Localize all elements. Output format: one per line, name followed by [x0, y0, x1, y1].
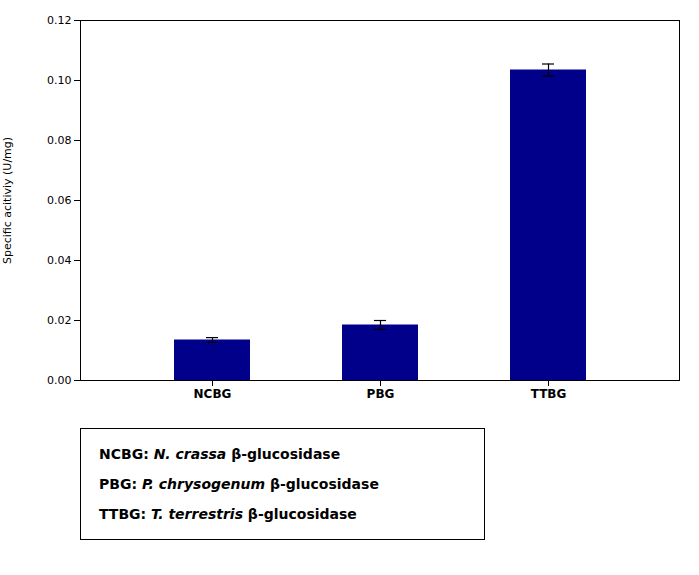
html-text:TTBG: T. terrestris β-glucosid: TTBG: T. terrestris β-glucosidase — [99, 506, 357, 522]
html-text:PBG: P. chrysogenum β-glucosid: PBG: P. chrysogenum β-glucosidase — [99, 476, 379, 492]
svg-text:0.02: 0.02 — [47, 314, 72, 327]
svg-text:TTBG: TTBG — [531, 387, 567, 401]
svg-text:0.08: 0.08 — [47, 134, 72, 147]
svg-text:0.10: 0.10 — [47, 74, 72, 87]
svg-text:NCBG: NCBG — [194, 387, 232, 401]
html-text:NCBG: N. crassa β-glucosidase: NCBG: N. crassa β-glucosidase — [99, 446, 341, 462]
svg-text:0.06: 0.06 — [47, 194, 72, 207]
svg-text:Specific acitiviy (U/mg): Specific acitiviy (U/mg) — [1, 137, 14, 264]
svg-text:PBG: PBG — [367, 387, 395, 401]
svg-text:0.04: 0.04 — [47, 254, 72, 267]
svg-text:0.12: 0.12 — [47, 14, 72, 27]
svg-text:0.00: 0.00 — [47, 374, 72, 387]
